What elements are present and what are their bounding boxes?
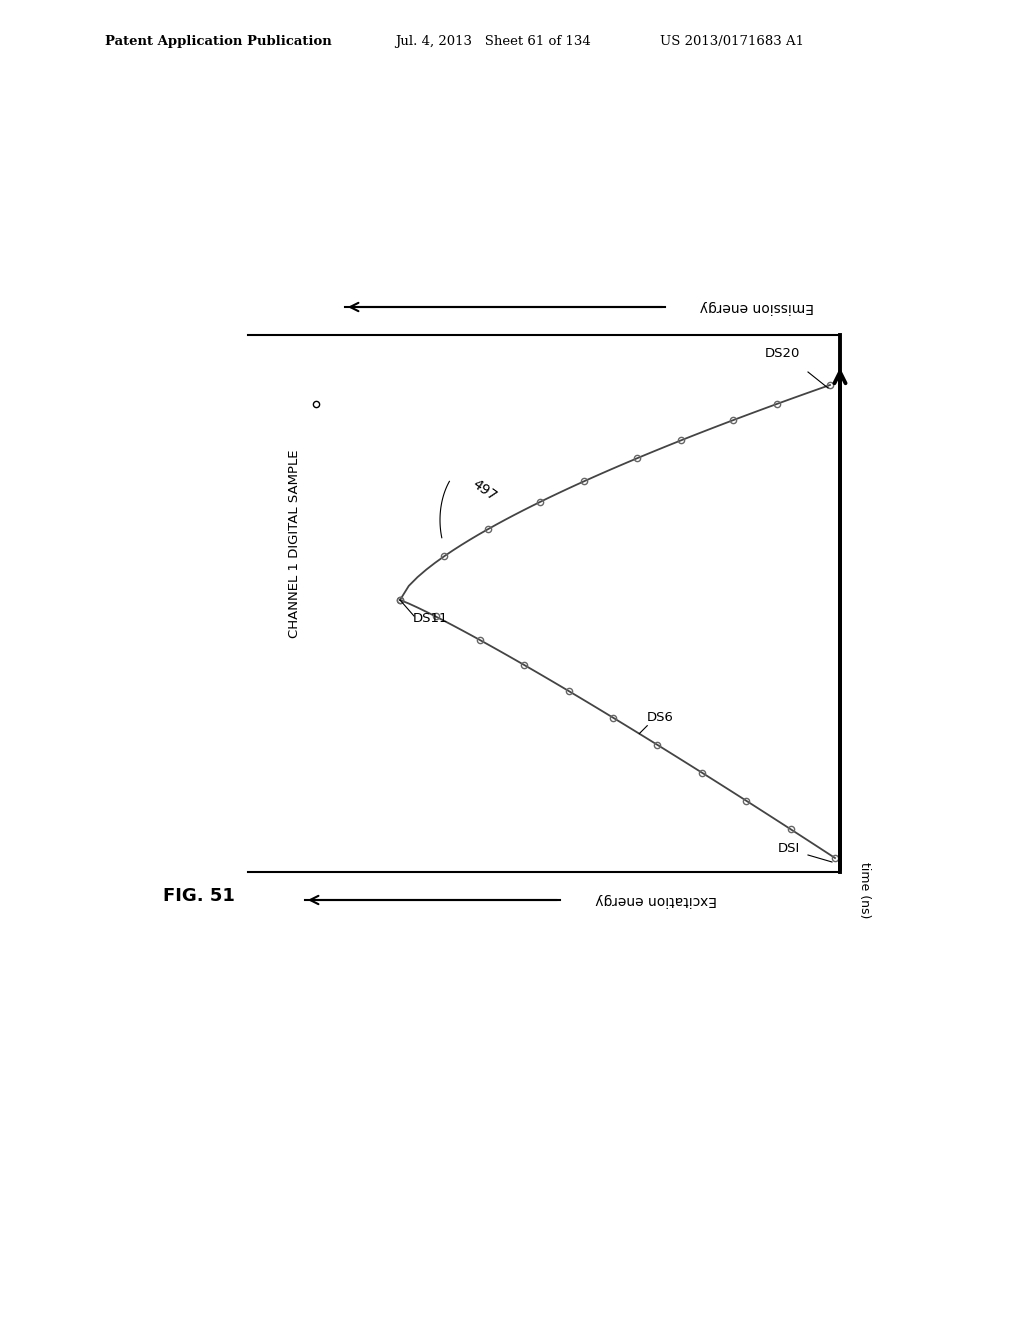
Text: DS6: DS6 xyxy=(647,710,674,723)
Text: 497: 497 xyxy=(470,477,500,503)
Text: time (ns): time (ns) xyxy=(858,862,871,919)
Text: Emission energy: Emission energy xyxy=(700,300,814,314)
Text: FIG. 51: FIG. 51 xyxy=(163,887,234,906)
Text: CHANNEL 1 DIGITAL SAMPLE: CHANNEL 1 DIGITAL SAMPLE xyxy=(289,449,301,638)
Text: DS11: DS11 xyxy=(413,612,449,624)
Text: Jul. 4, 2013   Sheet 61 of 134: Jul. 4, 2013 Sheet 61 of 134 xyxy=(395,36,591,49)
Text: DS20: DS20 xyxy=(765,347,800,360)
Text: Patent Application Publication: Patent Application Publication xyxy=(105,36,332,49)
Text: Excitation energy: Excitation energy xyxy=(595,894,717,907)
Text: US 2013/0171683 A1: US 2013/0171683 A1 xyxy=(660,36,804,49)
Text: DSI: DSI xyxy=(778,842,800,855)
